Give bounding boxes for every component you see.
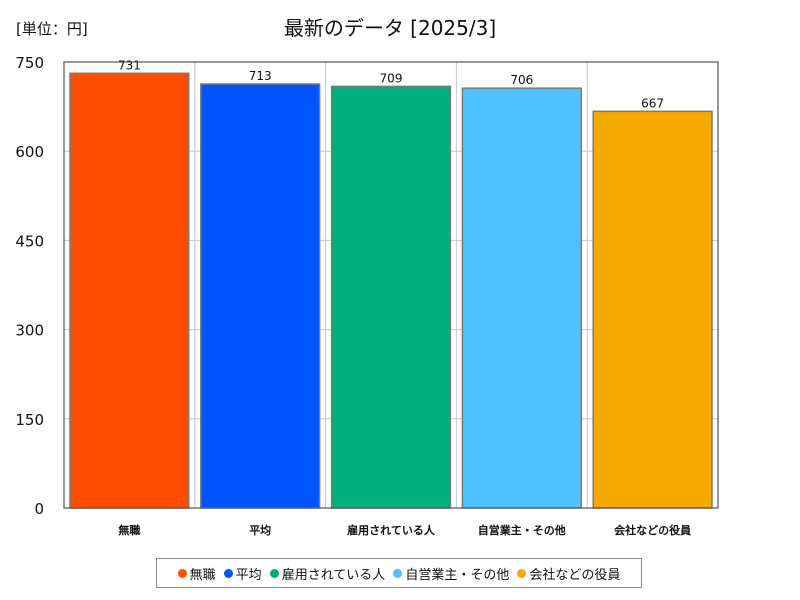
legend-label: 平均 bbox=[235, 567, 262, 583]
legend-dot-icon bbox=[393, 568, 403, 578]
legend-dot-icon bbox=[177, 568, 187, 578]
legend-item: 自営業主・その他 bbox=[393, 564, 509, 583]
data-label: 706 bbox=[510, 73, 533, 87]
data-label-bg bbox=[638, 95, 667, 110]
x-tick-label: 平均 bbox=[249, 523, 271, 537]
plot-border bbox=[63, 61, 719, 509]
data-labels: 731 713 709 706 667 bbox=[115, 57, 667, 110]
bar bbox=[200, 83, 321, 509]
bar bbox=[330, 85, 452, 509]
y-tick-label: 600 bbox=[15, 143, 44, 161]
legend-dot-icon bbox=[517, 568, 527, 578]
y-tick-label: 150 bbox=[15, 411, 44, 429]
legend-item: 会社などの役員 bbox=[517, 564, 620, 583]
unit-label: [単位：円] bbox=[16, 20, 88, 38]
bar bbox=[592, 110, 713, 509]
legend-dot-icon bbox=[269, 568, 279, 578]
legend-label: 無職 bbox=[189, 567, 216, 583]
bar bbox=[461, 87, 582, 509]
y-tick-label: 450 bbox=[15, 232, 44, 250]
data-label-bg bbox=[246, 68, 275, 83]
legend-label: 雇用されている人 bbox=[281, 567, 386, 583]
legend-item: 雇用されている人 bbox=[269, 564, 386, 583]
legend-dot-icon bbox=[223, 568, 233, 578]
legend-label: 会社などの役員 bbox=[529, 567, 621, 583]
bar bbox=[69, 72, 190, 509]
bars bbox=[69, 72, 713, 509]
x-tick-label: 会社などの役員 bbox=[614, 523, 691, 537]
data-label-bg bbox=[377, 70, 405, 85]
legend-item: 平均 bbox=[223, 564, 262, 583]
legend-label: 自営業主・その他 bbox=[405, 567, 510, 583]
x-tick-label: 自営業主・その他 bbox=[478, 523, 566, 537]
data-label-bg bbox=[507, 72, 536, 87]
legend-item: 無職 bbox=[177, 564, 216, 583]
axes: 0 150 300 450 600 750 無職 平均 雇用されている人 自営業主・その他 会社など… bbox=[15, 54, 719, 537]
x-tick-label: 雇用されている人 bbox=[347, 523, 436, 537]
data-label: 731 bbox=[118, 58, 141, 72]
y-tick-label: 0 bbox=[34, 500, 44, 518]
data-label-bg bbox=[115, 57, 144, 72]
data-label: 667 bbox=[641, 96, 664, 110]
legend: 無職 平均 雇用されている人 自営業主・その他 会社などの役員 bbox=[156, 558, 642, 588]
data-label: 713 bbox=[249, 69, 272, 83]
chart-title: 最新のデータ [2025/3] bbox=[283, 16, 497, 40]
x-tick-label: 無職 bbox=[118, 523, 140, 537]
y-tick-label: 750 bbox=[15, 54, 44, 72]
y-tick-label: 300 bbox=[15, 322, 44, 340]
data-label: 709 bbox=[380, 71, 403, 85]
